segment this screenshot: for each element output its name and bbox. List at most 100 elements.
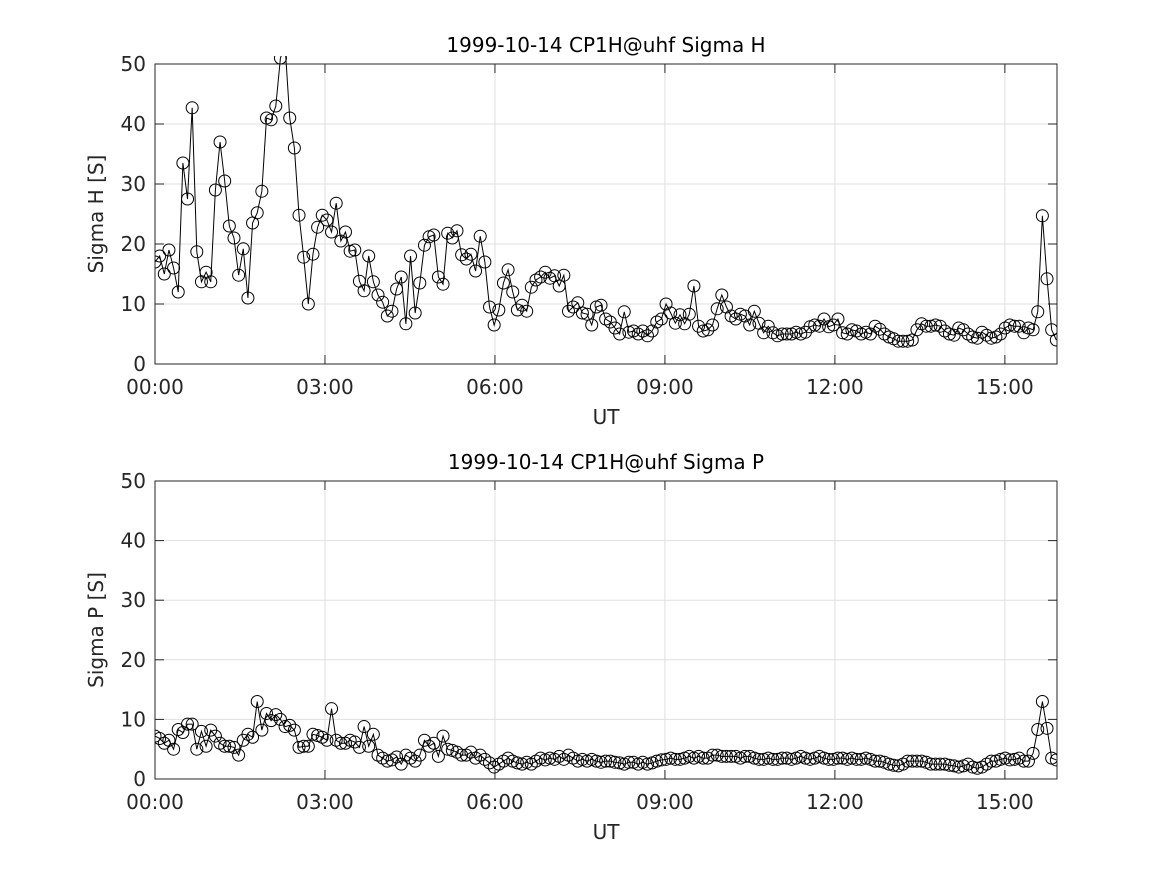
data-point [413,748,427,762]
data-point [287,141,301,155]
data-point [687,279,701,293]
data-point [362,739,376,753]
data-point [1021,754,1035,768]
data-point [747,751,761,765]
data-point [362,249,376,263]
data-point [566,300,580,314]
data-point [622,325,636,339]
data-point [747,304,761,318]
data-point [408,306,422,320]
data-point [668,316,682,330]
axes: 00:00 03:00 06:00 09:00 12:00 15:00 0 10 20 30 40 5… [84,450,1058,844]
data-point [933,757,947,771]
data-point [817,751,831,765]
data-point [320,213,334,227]
data-point [366,727,380,741]
data-point [236,242,250,256]
data-point [640,329,654,343]
data-point [325,702,339,716]
data-point [613,756,627,770]
data-point [501,263,515,277]
data-point [380,309,394,323]
series [155,695,1057,775]
data-point [594,755,608,769]
data-point [218,174,232,188]
data-point [185,717,199,731]
data-point [464,247,478,261]
data-point [771,752,785,766]
data-point [673,752,687,766]
data-point [905,754,919,768]
data-point [292,208,306,222]
data-point [599,754,613,768]
data-point [854,752,868,766]
data-point [222,219,236,233]
data-point [297,250,311,264]
data-point [812,319,826,333]
x-tick-label: 12:00 [806,790,864,814]
data-point [640,757,654,771]
data-point [208,729,222,743]
y-tick-label: 10 [121,707,146,731]
data-point [910,754,924,768]
data-point [473,748,487,762]
data-point [850,752,864,766]
data-point [761,751,775,765]
x-tick-label: 03:00 [296,790,354,814]
data-point [246,730,260,744]
data-point [325,225,339,239]
series [155,56,1057,348]
x-tick-label: 15:00 [976,375,1034,399]
data-point [157,267,171,281]
data-point [836,751,850,765]
data-point [654,312,668,326]
data-point [580,307,594,321]
data-point [622,755,636,769]
data-point [942,758,956,772]
data-point [427,228,441,242]
data-point [803,752,817,766]
y-axis-label: Sigma P [S] [84,572,108,688]
data-point [929,318,943,332]
data-point [176,726,190,740]
data-point [966,760,980,774]
data-point [650,754,664,768]
data-point [155,729,162,743]
data-point [218,739,232,753]
data-point [956,323,970,337]
data-point [394,757,408,771]
data-point [352,740,366,754]
data-point [1035,209,1049,223]
data-point [171,285,185,299]
data-point [775,751,789,765]
data-point [896,334,910,348]
data-point [334,736,348,750]
data-point [617,305,631,319]
data-point [938,757,952,771]
data-point [901,334,915,348]
data-point [292,740,306,754]
y-tick-label: 10 [121,292,146,316]
data-point [431,270,445,284]
y-tick-label: 20 [121,232,146,256]
plot-area [155,481,1057,779]
data-point [654,753,668,767]
data-point [826,752,840,766]
data-point [613,327,627,341]
data-point [329,196,343,210]
data-point [706,318,720,332]
data-point [534,270,548,284]
data-point [155,731,167,745]
data-point [1012,319,1026,333]
data-point [724,749,738,763]
data-point [390,750,404,764]
data-point [952,760,966,774]
data-point [557,268,571,282]
data-point [1003,318,1017,332]
y-tick-label: 0 [133,352,146,376]
data-point [306,727,320,741]
data-point [162,733,176,747]
data-point [887,758,901,772]
data-point [208,183,222,197]
